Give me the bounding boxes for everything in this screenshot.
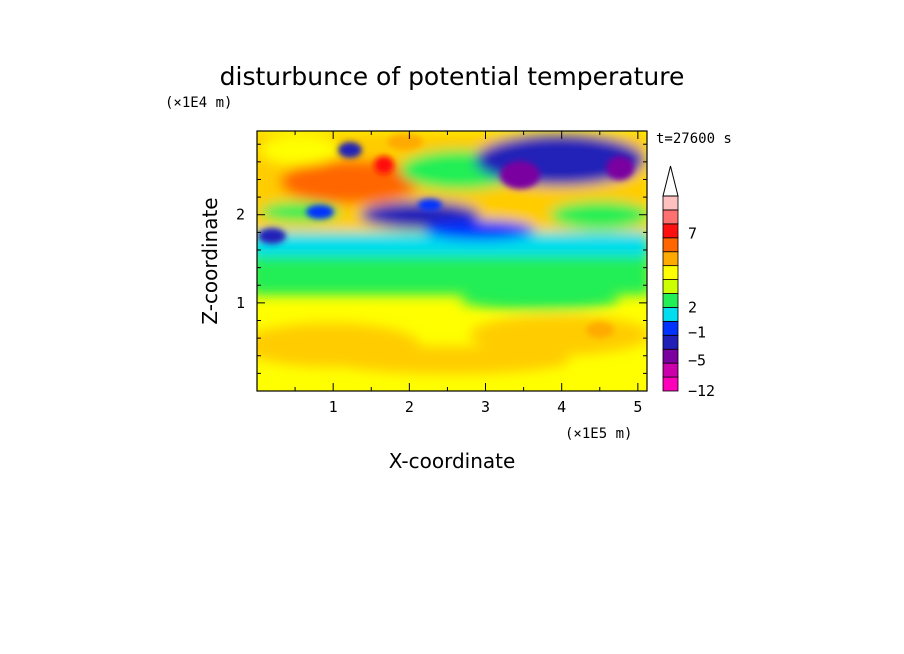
colorbar-label: −1 bbox=[688, 324, 706, 342]
colorbar-swatch bbox=[662, 362, 679, 378]
colorbar-swatch bbox=[662, 279, 679, 294]
colorbar-swatch bbox=[662, 265, 679, 280]
x-axis-label: X-coordinate bbox=[389, 449, 516, 473]
x-tick-label: 2 bbox=[405, 398, 414, 416]
x-scale-label: (×1E5 m) bbox=[565, 426, 632, 442]
y-tick-label: 1 bbox=[236, 294, 245, 312]
x-tick-label: 3 bbox=[481, 398, 490, 416]
colorbar-swatch bbox=[662, 320, 679, 336]
x-tick-label: 4 bbox=[557, 398, 566, 416]
colorbar-swatch bbox=[662, 237, 679, 253]
colorbar-label: −5 bbox=[688, 351, 706, 369]
y-axis-label: Z-coordinate bbox=[198, 197, 222, 324]
colorbar-swatch bbox=[662, 195, 679, 211]
x-tick-label: 5 bbox=[633, 398, 642, 416]
colorbar-swatch bbox=[662, 223, 679, 239]
colorbar: 7 2 −1 −5 −12 bbox=[662, 165, 715, 400]
colorbar-swatch bbox=[662, 209, 679, 225]
colorbar-swatch bbox=[662, 307, 679, 322]
x-tick-label: 1 bbox=[329, 398, 338, 416]
colorbar-swatch bbox=[662, 334, 679, 350]
colorbar-label: 7 bbox=[688, 225, 697, 243]
plot-frame bbox=[256, 130, 648, 392]
colorbar-swatch bbox=[662, 376, 679, 392]
colorbar-extend-arrow bbox=[662, 165, 679, 197]
x-axis: 1 2 3 4 5 bbox=[294, 131, 642, 416]
contour-field bbox=[257, 131, 647, 391]
colorbar-label: 2 bbox=[688, 298, 697, 316]
chart-title: disturbunce of potential temperature bbox=[220, 62, 685, 91]
colorbar-swatch bbox=[662, 251, 679, 267]
y-scale-label: (×1E4 m) bbox=[165, 95, 232, 111]
y-tick-label: 2 bbox=[236, 206, 245, 224]
time-label: t=27600 s bbox=[656, 131, 732, 147]
colorbar-swatch bbox=[662, 293, 679, 308]
y-axis: 12 bbox=[236, 143, 647, 374]
colorbar-label: −12 bbox=[688, 382, 715, 400]
colorbar-swatch bbox=[662, 348, 679, 364]
